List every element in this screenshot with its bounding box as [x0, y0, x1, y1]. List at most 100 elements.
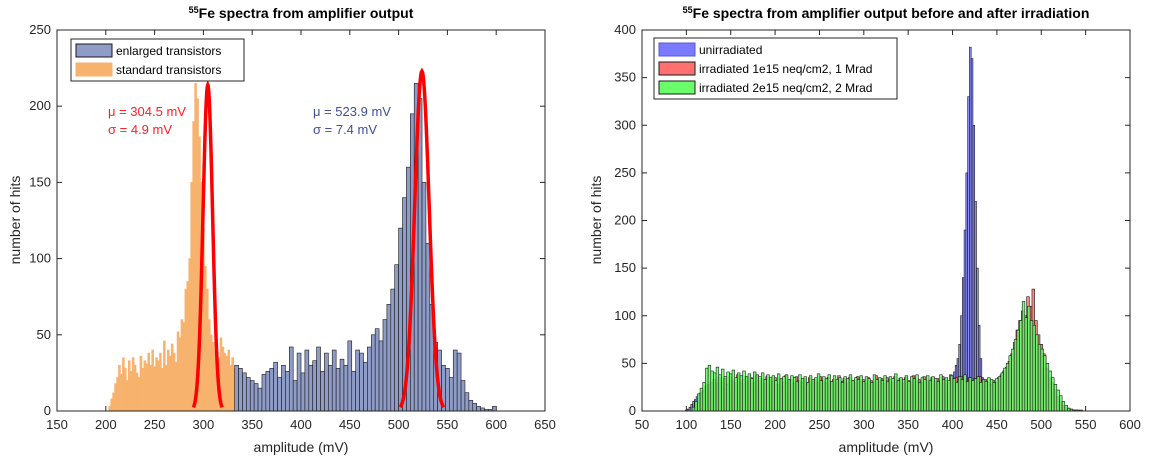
- bar: [1008, 355, 1012, 412]
- bar: [798, 374, 802, 412]
- bar: [942, 379, 946, 412]
- bar: [894, 373, 898, 412]
- plot-frame-right: [641, 29, 1131, 412]
- bar: [856, 379, 861, 412]
- bar: [265, 371, 271, 412]
- bar: [1061, 401, 1066, 412]
- bar: [992, 382, 996, 412]
- chart-title-right: 55Fe spectra from amplifier output befor…: [683, 5, 1090, 21]
- title-text-right: Fe spectra from amplifier output before …: [693, 5, 1090, 21]
- y-tick-label: 50: [37, 327, 51, 342]
- bar: [351, 371, 356, 412]
- plot-frame-left: [56, 29, 546, 412]
- x-tick-label: 100: [676, 417, 698, 432]
- bar: [449, 377, 454, 412]
- bar: [277, 377, 282, 412]
- bar: [472, 403, 477, 412]
- bar: [707, 364, 712, 412]
- bar: [721, 368, 725, 412]
- bar: [308, 364, 314, 412]
- y-axis-label-left: number of hits: [7, 176, 23, 265]
- bar: [761, 372, 765, 412]
- bar: [981, 379, 986, 412]
- legend-label-unirradiated: unirradiated: [699, 43, 762, 57]
- x-axis-label-right: amplitude (mV): [839, 439, 934, 455]
- bar: [1027, 305, 1031, 412]
- legend-swatch-irradiated-2e15: [658, 80, 696, 95]
- x-tick-label: 650: [534, 417, 556, 432]
- bar: [971, 380, 975, 412]
- bar: [824, 378, 829, 412]
- bar: [915, 374, 919, 412]
- x-tick-label: 500: [388, 417, 410, 432]
- bar: [769, 377, 773, 412]
- bar: [726, 371, 730, 412]
- bar: [697, 393, 701, 412]
- bar: [931, 376, 935, 412]
- annotation-sigma-standard: σ = 4.9 mV: [108, 122, 172, 137]
- bar: [238, 368, 243, 412]
- bar: [920, 377, 925, 412]
- bar: [456, 352, 462, 412]
- bar: [779, 378, 783, 412]
- y-tick-label: 0: [629, 403, 636, 418]
- bar: [747, 373, 751, 412]
- x-tick-label: 400: [290, 417, 312, 432]
- y-tick-labels-left: 0 50 100 150 200 250: [29, 22, 51, 418]
- annotation-sigma-enlarged: σ = 7.4 mV: [313, 122, 377, 137]
- x-tick-label: 50: [635, 417, 649, 432]
- bar: [347, 340, 353, 412]
- bar: [386, 304, 392, 412]
- y-tick-label: 250: [614, 165, 636, 180]
- title-text-left: Fe spectra from amplifier output: [199, 5, 414, 21]
- bar: [370, 334, 376, 412]
- x-tick-label: 200: [95, 417, 117, 432]
- bar: [285, 371, 290, 412]
- bar: [926, 375, 930, 412]
- x-tick-label: 300: [193, 417, 215, 432]
- x-tick-label: 300: [853, 417, 875, 432]
- x-tick-label: 600: [485, 417, 507, 432]
- bar: [705, 367, 709, 412]
- bar: [715, 366, 720, 412]
- bar: [745, 376, 749, 412]
- bar: [242, 372, 247, 412]
- bar: [886, 381, 890, 412]
- legend-swatch-enlarged: [75, 43, 113, 58]
- bar: [378, 340, 384, 412]
- bar: [973, 378, 978, 412]
- bar: [939, 374, 943, 412]
- chart-left: 150 200 250 300 350 400 450 500 550 600 650 0 50 100…: [7, 5, 556, 455]
- legend-label-irradiated-1e15: irradiated 1e15 neq/cm2, 1 Mrad: [699, 62, 872, 76]
- bar: [816, 373, 821, 412]
- bar: [731, 369, 736, 412]
- y-tick-label: 150: [29, 174, 51, 189]
- legend-right: unirradiated irradiated 1e15 neq/cm2, 1 …: [653, 37, 898, 100]
- bar: [910, 376, 914, 412]
- bar: [261, 374, 267, 412]
- bar: [835, 379, 839, 412]
- bar: [257, 387, 263, 412]
- bar: [328, 364, 333, 412]
- bar: [979, 382, 983, 412]
- bar: [739, 375, 744, 412]
- bars-standard-transistors: [108, 83, 254, 412]
- bar: [803, 376, 807, 412]
- bar: [304, 349, 310, 412]
- bar: [445, 368, 450, 412]
- bar: [912, 378, 917, 412]
- bar: [367, 346, 372, 412]
- legend-label-irradiated-2e15: irradiated 2e15 neq/cm2, 2 Mrad: [699, 81, 872, 95]
- bar: [710, 370, 714, 412]
- y-tick-label: 250: [29, 22, 51, 37]
- bar: [864, 376, 869, 412]
- bars-enlarged-transistors: [234, 83, 497, 412]
- bar: [394, 264, 399, 412]
- bar: [476, 406, 481, 412]
- bar: [808, 375, 813, 412]
- bar: [777, 373, 781, 412]
- bar: [976, 376, 980, 412]
- legend-left: enlarged transistors standard transistor…: [70, 38, 245, 82]
- bar: [918, 382, 922, 412]
- bar: [854, 377, 858, 412]
